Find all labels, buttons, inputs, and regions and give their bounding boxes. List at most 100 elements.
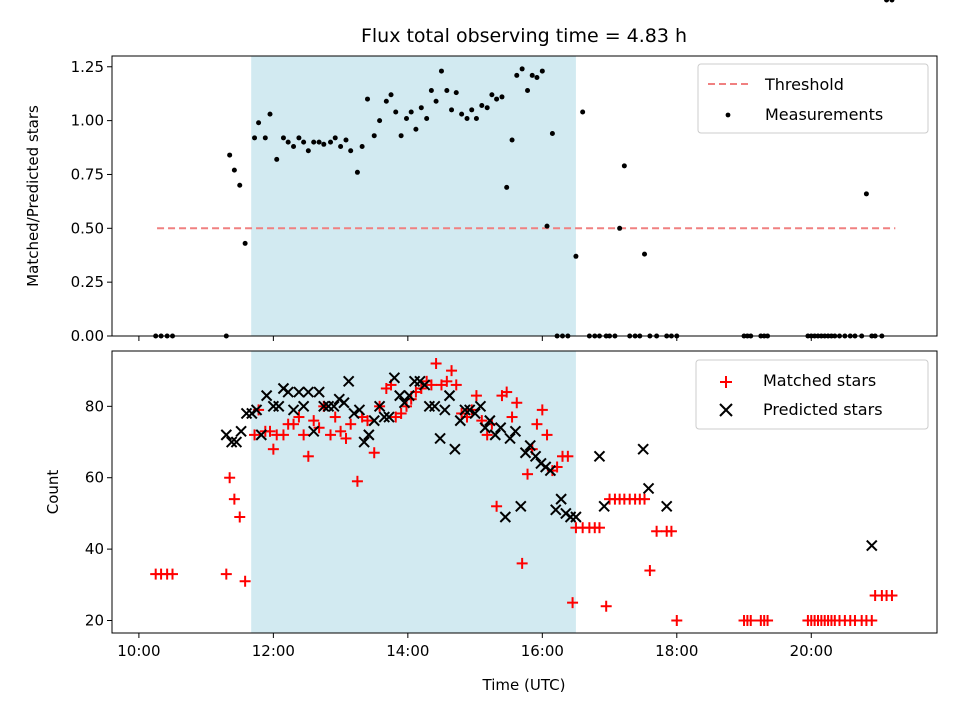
predicted-star-point — [524, 439, 536, 452]
predicted-star-point — [439, 404, 451, 416]
predicted-star-point — [479, 422, 491, 434]
predicted-star-point — [348, 407, 360, 420]
predicted-star-point — [403, 389, 415, 402]
measurement-point — [453, 90, 459, 96]
bottom-legend-box — [695, 359, 929, 430]
matched-star-point — [644, 565, 656, 577]
measurement-point — [274, 156, 280, 162]
predicted-star-point — [398, 397, 411, 409]
predicted-star-point — [469, 407, 481, 420]
matched-star-point — [886, 590, 898, 602]
matched-star-point — [220, 568, 232, 580]
top-panel: 0.00 0.25 0.50 0.75 1.00 1.25 Matched/Predict… — [24, 0, 938, 345]
matched-star-point — [368, 447, 380, 459]
matched-star-point — [506, 411, 518, 423]
measurement-point — [469, 107, 475, 113]
bottom-y-axis-label: Count — [44, 470, 62, 515]
measurement-point — [504, 184, 510, 190]
predicted-star-point — [454, 414, 466, 427]
measurement-point — [403, 115, 409, 121]
measurement-point — [343, 137, 349, 143]
measurement-point — [371, 133, 377, 139]
bottom-y-tick-label: 60 — [85, 469, 104, 487]
predicted-star-point — [293, 386, 305, 398]
top-y-tick-label: 0.00 — [71, 327, 104, 345]
matched-star-point — [639, 493, 651, 505]
bottom-y-tick-label: 20 — [85, 612, 104, 630]
predicted-star-point — [598, 500, 610, 512]
matched-star-point — [593, 522, 605, 534]
top-shaded-span — [251, 56, 576, 336]
top-y-tick-label: 0.75 — [71, 165, 104, 183]
measurement-point — [227, 152, 233, 158]
measurement-point — [889, 0, 895, 3]
matched-legend-swatch — [720, 376, 732, 388]
bottom-x-tick-label: 20:00 — [790, 642, 833, 660]
measurement-point — [539, 68, 545, 74]
matched-star-point — [671, 615, 683, 627]
matched-star-point — [470, 390, 482, 402]
matched-star-point — [345, 418, 357, 430]
chart-title: Flux total observing time = 4.83 h — [361, 25, 687, 47]
top-legend-box — [697, 63, 929, 134]
matched-star-point — [249, 429, 261, 441]
measurement-point — [884, 0, 890, 3]
predicted-star-point — [235, 425, 247, 438]
predicted-star-point — [378, 411, 391, 423]
measurement-point — [354, 169, 360, 175]
predicted-star-point — [368, 414, 380, 427]
predicted-star-point — [494, 422, 507, 434]
matched-star-point — [264, 425, 276, 437]
matched-legend-label: Matched stars — [763, 371, 876, 390]
matched-star-point — [446, 365, 458, 377]
bottom-x-tick-label: 16:00 — [521, 642, 564, 660]
top-y-axis-label: Matched/Predicted stars — [24, 105, 42, 287]
predicted-star-point — [342, 375, 355, 388]
measurement-point — [377, 118, 383, 124]
matched-star-point — [167, 568, 179, 580]
measurement-point — [296, 135, 302, 141]
predicted-star-point — [429, 400, 441, 413]
matched-star-point — [234, 511, 246, 523]
measurement-point — [642, 251, 648, 257]
matched-star-point — [395, 407, 407, 419]
measurement-point — [484, 105, 490, 111]
measurement-point — [316, 139, 322, 145]
measurement-point — [311, 139, 317, 145]
top-axes-frame — [111, 55, 938, 337]
predicted-star-point — [443, 389, 456, 402]
predicted-star-point — [570, 511, 582, 523]
measurement-point — [509, 137, 515, 143]
predicted-star-point — [260, 389, 273, 402]
matched-star-point — [762, 615, 774, 627]
predicted-star-point — [866, 539, 878, 552]
measurements-legend-swatch — [725, 112, 731, 118]
matched-star-point — [325, 429, 337, 441]
predicted-star-point — [499, 511, 512, 523]
matched-star-point — [511, 397, 523, 409]
measurement-point — [348, 148, 354, 154]
top-y-tick-label: 0.50 — [71, 219, 104, 237]
predicted-star-point — [434, 432, 446, 445]
measurement-point — [305, 148, 311, 154]
bottom-y-ticks: 20 40 60 80 — [85, 397, 112, 630]
measurement-point — [280, 135, 286, 141]
measurement-point — [444, 87, 450, 93]
measurement-point — [388, 92, 394, 98]
matched-star-point — [567, 597, 579, 609]
matched-star-point — [430, 357, 442, 369]
measurement-point — [519, 66, 525, 72]
predicted-star-point — [418, 379, 431, 391]
predicted-star-point — [328, 400, 340, 413]
matched-star-point — [362, 415, 374, 427]
predicted-star-point — [474, 400, 487, 413]
bottom-shaded-span — [251, 351, 576, 633]
threshold-legend-label: Threshold — [764, 75, 844, 94]
measurement-point — [580, 109, 586, 115]
measurement-point — [383, 98, 389, 104]
predicted-star-point — [358, 436, 370, 448]
matched-star-point — [224, 472, 236, 484]
measurements-legend-label: Measurements — [765, 105, 883, 124]
predicted-star-point — [297, 400, 310, 413]
matched-star-point — [501, 386, 513, 398]
